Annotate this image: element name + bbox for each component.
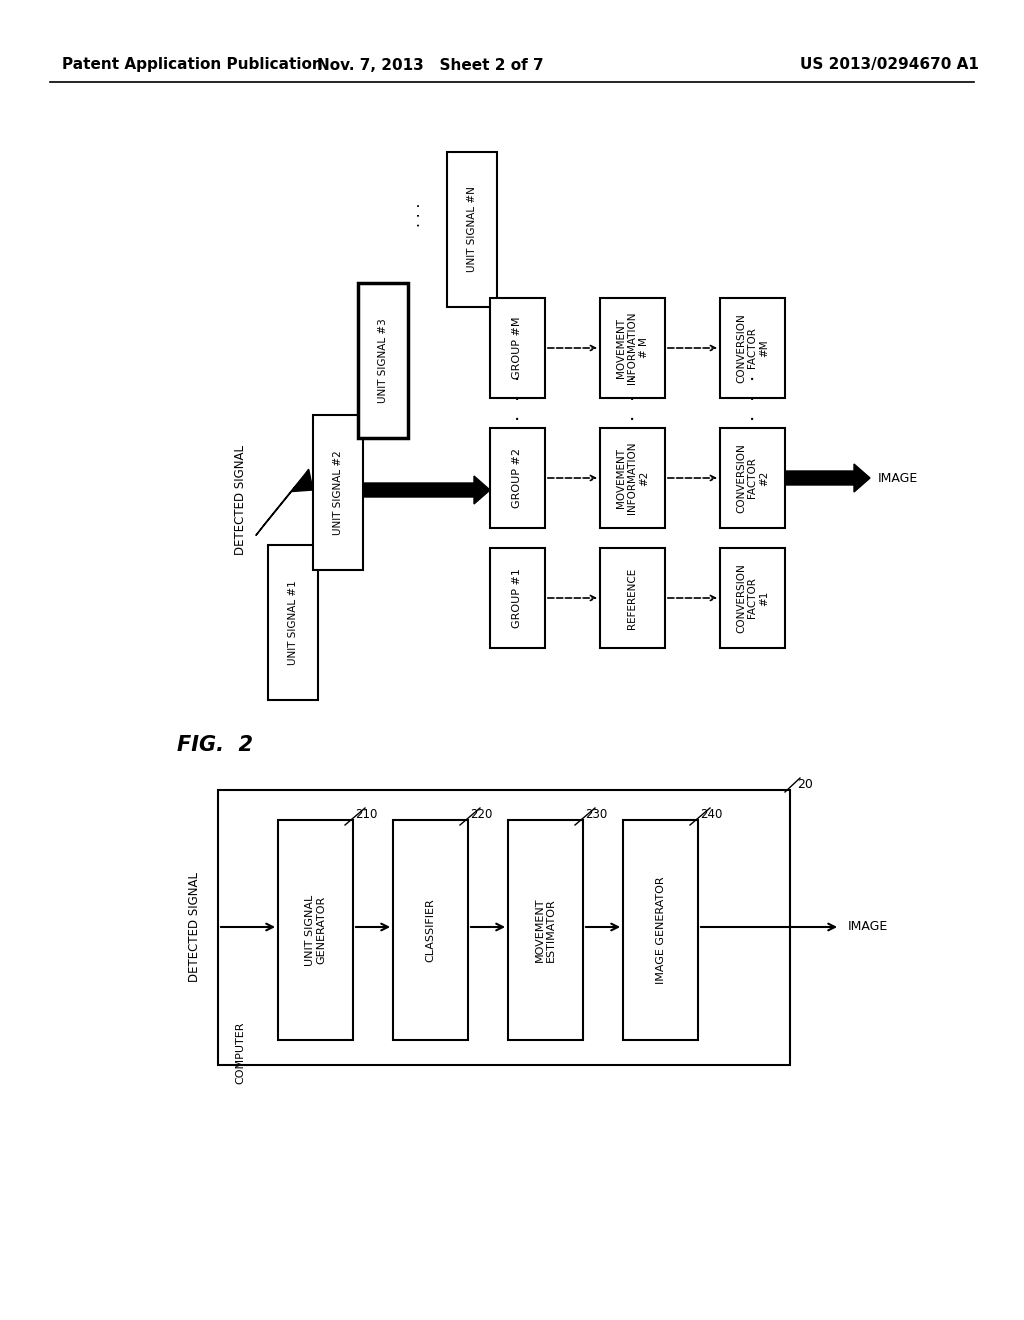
Text: .: .	[749, 405, 755, 425]
Text: .: .	[514, 385, 520, 404]
Bar	[490, 298, 545, 399]
Bar	[600, 298, 665, 399]
Text: GROUP #M: GROUP #M	[512, 317, 522, 379]
Text: UNIT SIGNAL
GENERATOR: UNIT SIGNAL GENERATOR	[305, 895, 327, 966]
Bar	[313, 414, 362, 570]
Bar	[490, 548, 545, 648]
Text: .: .	[749, 366, 755, 384]
Bar	[720, 428, 785, 528]
Bar	[218, 789, 790, 1065]
Text: .: .	[514, 366, 520, 384]
Text: FIG.  2: FIG. 2	[177, 735, 253, 755]
Text: DETECTED SIGNAL: DETECTED SIGNAL	[233, 445, 247, 554]
Text: REFERENCE: REFERENCE	[628, 568, 638, 628]
Text: MOVEMENT
INFORMATION
# M: MOVEMENT INFORMATION # M	[615, 312, 649, 384]
Bar	[393, 820, 468, 1040]
Text: CLASSIFIER: CLASSIFIER	[426, 898, 435, 962]
Text: GROUP #1: GROUP #1	[512, 568, 522, 628]
Bar	[447, 152, 497, 308]
Text: UNIT SIGNAL #2: UNIT SIGNAL #2	[333, 450, 343, 535]
Bar	[490, 428, 545, 528]
Text: GROUP #2: GROUP #2	[512, 447, 522, 508]
Text: .: .	[749, 385, 755, 404]
Text: COMPUTER: COMPUTER	[234, 1022, 245, 1084]
Bar	[268, 545, 318, 700]
Text: 20: 20	[797, 779, 813, 792]
Bar	[600, 548, 665, 648]
Bar	[358, 282, 408, 438]
Text: US 2013/0294670 A1: US 2013/0294670 A1	[800, 58, 979, 73]
Bar	[600, 428, 665, 528]
Text: .: .	[629, 366, 635, 384]
Bar	[720, 548, 785, 648]
Bar	[508, 820, 583, 1040]
Text: Patent Application Publication: Patent Application Publication	[62, 58, 323, 73]
Text: UNIT SIGNAL #N: UNIT SIGNAL #N	[467, 186, 477, 272]
Text: IMAGE: IMAGE	[848, 920, 888, 933]
Text: Nov. 7, 2013   Sheet 2 of 7: Nov. 7, 2013 Sheet 2 of 7	[316, 58, 544, 73]
Text: CONVERSION
FACTOR
#2: CONVERSION FACTOR #2	[736, 444, 769, 513]
Bar	[720, 298, 785, 399]
Text: IMAGE: IMAGE	[878, 471, 919, 484]
Polygon shape	[785, 465, 870, 492]
Text: MOVEMENT
ESTIMATOR: MOVEMENT ESTIMATOR	[535, 898, 556, 962]
Bar	[278, 820, 353, 1040]
Text: UNIT SIGNAL #1: UNIT SIGNAL #1	[288, 579, 298, 665]
Text: CONVERSION
FACTOR
#1: CONVERSION FACTOR #1	[736, 564, 769, 632]
Text: .: .	[514, 405, 520, 425]
Text: 240: 240	[700, 808, 722, 821]
Bar	[623, 820, 698, 1040]
Polygon shape	[256, 469, 313, 536]
Polygon shape	[362, 477, 490, 504]
Text: MOVEMENT
INFORMATION
#2: MOVEMENT INFORMATION #2	[615, 442, 649, 515]
Text: UNIT SIGNAL #3: UNIT SIGNAL #3	[378, 318, 388, 403]
Text: IMAGE GENERATOR: IMAGE GENERATOR	[655, 876, 666, 983]
Text: .: .	[629, 385, 635, 404]
Text: 210: 210	[355, 808, 378, 821]
Text: . . .: . . .	[408, 203, 423, 227]
Text: DETECTED SIGNAL: DETECTED SIGNAL	[188, 873, 202, 982]
Text: 220: 220	[470, 808, 493, 821]
Text: 230: 230	[585, 808, 607, 821]
Text: .: .	[629, 405, 635, 425]
Text: CONVERSION
FACTOR
#M: CONVERSION FACTOR #M	[736, 313, 769, 383]
